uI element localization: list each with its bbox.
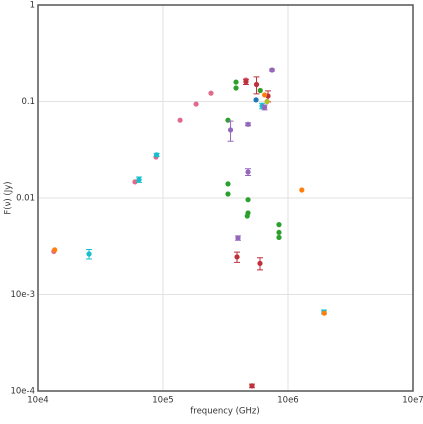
data-point bbox=[235, 235, 241, 241]
data-point bbox=[154, 152, 160, 158]
data-point bbox=[253, 97, 259, 103]
data-point bbox=[253, 81, 260, 88]
plot-frame bbox=[37, 4, 414, 392]
data-point bbox=[299, 187, 305, 193]
data-point bbox=[86, 251, 92, 257]
data-point bbox=[233, 85, 239, 91]
data-point bbox=[193, 101, 199, 107]
data-point bbox=[233, 79, 239, 85]
x-tick-label: 10e5 bbox=[152, 396, 173, 406]
data-point bbox=[257, 260, 263, 267]
data-point bbox=[262, 92, 268, 98]
data-point bbox=[276, 234, 282, 241]
data-point bbox=[262, 104, 268, 110]
data-point bbox=[276, 229, 282, 236]
y-tick-label: 0.01 bbox=[16, 194, 35, 204]
y-axis-label: F(ν) (Jy) bbox=[4, 181, 14, 214]
data-point bbox=[245, 121, 251, 127]
data-point bbox=[243, 79, 249, 85]
data-point bbox=[136, 177, 142, 183]
data-point bbox=[245, 197, 251, 203]
data-point bbox=[244, 213, 250, 219]
data-point bbox=[249, 383, 255, 389]
x-tick-label: 10e6 bbox=[277, 396, 298, 406]
data-point bbox=[269, 67, 275, 73]
data-point bbox=[225, 191, 231, 197]
data-point bbox=[225, 117, 231, 123]
y-tick-label: 10e-3 bbox=[10, 290, 35, 300]
data-point bbox=[132, 179, 138, 185]
data-point bbox=[245, 169, 251, 175]
x-tick-label: 10e4 bbox=[27, 396, 48, 406]
data-point bbox=[225, 181, 231, 187]
data-point bbox=[227, 127, 234, 133]
y-tick-label: 10e-4 bbox=[10, 387, 35, 397]
y-tick-label: 1 bbox=[30, 1, 35, 11]
data-point bbox=[234, 254, 240, 260]
data-point bbox=[177, 117, 183, 123]
y-tick-label: 0.1 bbox=[21, 97, 35, 107]
data-point bbox=[321, 310, 327, 316]
data-point bbox=[257, 87, 263, 94]
data-point bbox=[208, 90, 214, 96]
x-axis-label: frequency (GHz) bbox=[190, 407, 259, 417]
data-point bbox=[276, 222, 282, 228]
data-point bbox=[52, 247, 58, 253]
data-point bbox=[264, 98, 270, 105]
x-tick-label: 10e7 bbox=[402, 396, 423, 406]
